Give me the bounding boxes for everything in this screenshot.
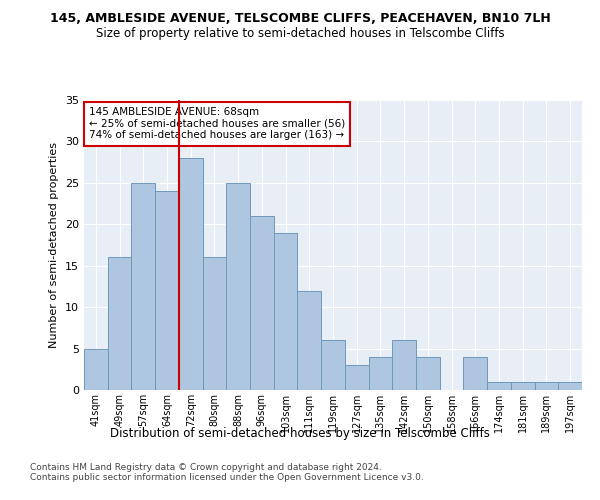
Bar bbox=[392, 340, 416, 390]
Bar bbox=[511, 382, 535, 390]
Text: Size of property relative to semi-detached houses in Telscombe Cliffs: Size of property relative to semi-detach… bbox=[95, 28, 505, 40]
Bar bbox=[84, 348, 108, 390]
Bar bbox=[108, 258, 131, 390]
Bar bbox=[535, 382, 558, 390]
Text: Contains HM Land Registry data © Crown copyright and database right 2024.: Contains HM Land Registry data © Crown c… bbox=[30, 462, 382, 471]
Text: 145 AMBLESIDE AVENUE: 68sqm
← 25% of semi-detached houses are smaller (56)
74% o: 145 AMBLESIDE AVENUE: 68sqm ← 25% of sem… bbox=[89, 108, 345, 140]
Bar bbox=[203, 258, 226, 390]
Text: Distribution of semi-detached houses by size in Telscombe Cliffs: Distribution of semi-detached houses by … bbox=[110, 428, 490, 440]
Bar bbox=[558, 382, 582, 390]
Bar bbox=[179, 158, 203, 390]
Bar bbox=[463, 357, 487, 390]
Bar bbox=[345, 365, 368, 390]
Bar bbox=[155, 191, 179, 390]
Text: 145, AMBLESIDE AVENUE, TELSCOMBE CLIFFS, PEACEHAVEN, BN10 7LH: 145, AMBLESIDE AVENUE, TELSCOMBE CLIFFS,… bbox=[50, 12, 550, 26]
Bar bbox=[321, 340, 345, 390]
Bar bbox=[487, 382, 511, 390]
Bar bbox=[298, 290, 321, 390]
Bar bbox=[226, 183, 250, 390]
Y-axis label: Number of semi-detached properties: Number of semi-detached properties bbox=[49, 142, 59, 348]
Bar bbox=[131, 183, 155, 390]
Bar bbox=[368, 357, 392, 390]
Bar bbox=[250, 216, 274, 390]
Bar bbox=[274, 232, 298, 390]
Text: Contains public sector information licensed under the Open Government Licence v3: Contains public sector information licen… bbox=[30, 472, 424, 482]
Bar bbox=[416, 357, 440, 390]
